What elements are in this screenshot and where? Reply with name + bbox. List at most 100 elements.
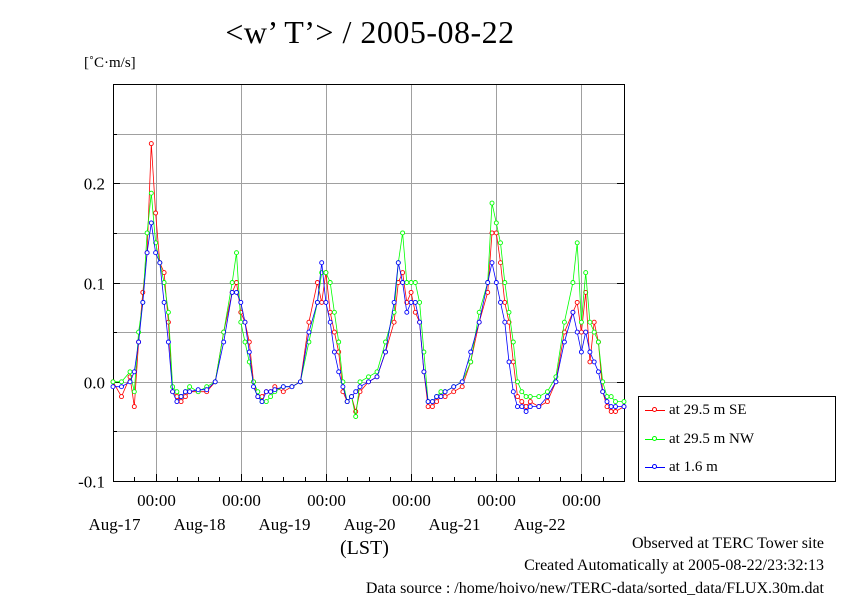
data-point <box>391 319 397 325</box>
data-point <box>234 289 239 295</box>
data-point <box>306 319 312 325</box>
data-point <box>502 299 508 305</box>
data-point <box>131 404 137 410</box>
data-point <box>613 404 618 410</box>
data-point <box>523 404 529 410</box>
data-point <box>434 394 440 400</box>
data-point <box>498 299 503 305</box>
data-point <box>289 384 295 390</box>
data-point <box>161 280 167 285</box>
data-point <box>544 399 550 405</box>
data-point <box>323 299 329 305</box>
date-label: Aug-17 <box>89 515 141 534</box>
data-point <box>119 384 124 390</box>
data-point <box>604 404 610 410</box>
data-point <box>502 280 508 285</box>
data-point <box>515 379 520 385</box>
data-point <box>297 379 303 385</box>
y-axis-ticks: -0.1 0.0 0.1 0.2 <box>78 134 624 492</box>
data-point <box>595 339 601 345</box>
data-point <box>421 369 427 375</box>
data-point <box>268 394 274 400</box>
data-point <box>136 339 142 345</box>
data-point <box>408 289 414 295</box>
y-tick-label: -0.1 <box>78 473 105 492</box>
data-point <box>412 309 418 315</box>
data-point <box>391 299 397 305</box>
data-point <box>506 309 512 315</box>
data-point <box>323 270 329 276</box>
data-point <box>459 384 465 390</box>
data-point <box>366 379 371 385</box>
data-point <box>144 250 150 256</box>
x-tick-label: 00:00 <box>222 491 261 510</box>
data-point <box>438 394 444 400</box>
data-point <box>536 404 542 410</box>
data-point <box>476 309 482 315</box>
data-point <box>357 384 363 390</box>
data-point <box>587 319 593 325</box>
date-label: Aug-20 <box>344 515 396 534</box>
data-point <box>608 409 614 414</box>
data-point <box>204 387 210 393</box>
data-point <box>489 200 495 206</box>
data-point <box>583 329 589 335</box>
data-point <box>493 230 499 236</box>
series-line <box>112 143 625 412</box>
data-point <box>182 389 188 395</box>
data-point <box>165 309 171 315</box>
data-point <box>510 359 516 365</box>
data-point <box>608 394 614 400</box>
chart-title: <w’ T’> / 2005-08-22 <box>225 14 515 50</box>
y-tick-label: 0.2 <box>84 175 105 194</box>
data-point <box>544 394 550 400</box>
data-point <box>595 369 601 375</box>
series-2 <box>110 220 627 414</box>
x-tick-label: 00:00 <box>477 491 516 510</box>
data-point <box>344 399 350 405</box>
data-point <box>519 389 525 395</box>
legend-swatch-red <box>645 405 665 415</box>
data-point <box>165 319 171 325</box>
data-point <box>442 389 448 395</box>
data-point <box>498 240 503 246</box>
data-point <box>561 319 567 325</box>
y-tick-label: 0.0 <box>84 374 105 393</box>
data-point <box>234 250 239 256</box>
series-group <box>110 141 627 419</box>
data-point <box>259 399 265 405</box>
data-point <box>395 260 401 266</box>
data-point <box>429 399 435 405</box>
data-point <box>515 394 520 400</box>
data-point <box>374 374 380 380</box>
data-point <box>306 329 312 335</box>
grid-lines <box>113 84 624 482</box>
data-point <box>451 389 457 395</box>
data-point <box>498 260 503 266</box>
data-point <box>319 260 325 266</box>
data-point <box>229 289 235 295</box>
data-point <box>417 299 423 305</box>
data-point <box>527 404 533 410</box>
data-point <box>600 389 606 395</box>
data-point <box>574 299 580 305</box>
data-point <box>131 389 137 395</box>
data-point <box>621 404 627 410</box>
data-point <box>187 384 193 390</box>
data-point <box>519 399 525 405</box>
data-point <box>493 280 499 285</box>
data-point <box>591 319 597 325</box>
y-tick-label: 0.1 <box>84 275 105 294</box>
data-point <box>621 399 627 405</box>
data-point <box>221 339 227 345</box>
data-point <box>523 409 529 414</box>
data-point <box>404 280 410 285</box>
data-point <box>148 220 154 226</box>
x-tick-label: 00:00 <box>562 491 601 510</box>
data-point <box>127 379 133 385</box>
data-point <box>336 339 342 345</box>
data-point <box>314 280 320 285</box>
data-point <box>340 384 346 390</box>
data-point <box>485 280 491 285</box>
data-point <box>425 399 431 405</box>
